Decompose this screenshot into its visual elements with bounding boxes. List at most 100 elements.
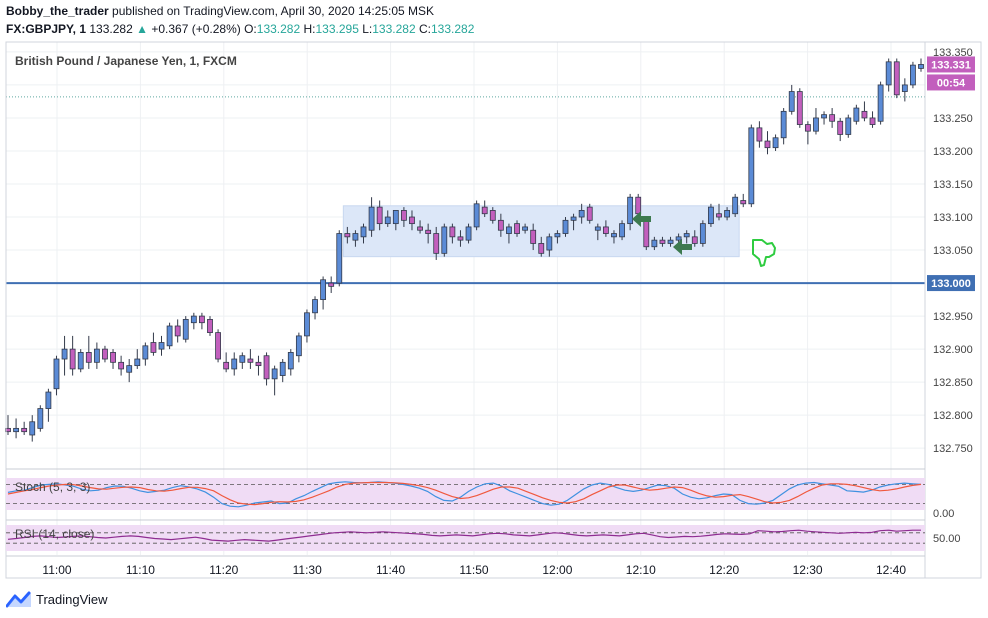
candle-body (279, 361, 286, 376)
candle-body (312, 299, 318, 314)
high-label: H: (303, 22, 316, 36)
candle-body (659, 239, 666, 244)
candle-body (134, 358, 141, 367)
candle-body (77, 352, 84, 370)
rsi-pane[interactable] (6, 525, 925, 551)
candle-body (861, 110, 868, 119)
up-triangle-icon: ▲ (136, 22, 148, 36)
author-name[interactable]: Bobby_the_trader (6, 4, 109, 18)
price-tick-label: 132.900 (933, 344, 973, 356)
price-tick-label: 132.800 (933, 410, 973, 422)
stoch-pane[interactable] (6, 478, 925, 510)
publish-info: Bobby_the_trader published on TradingVie… (6, 4, 434, 18)
candle-body (392, 210, 399, 225)
candle-body (554, 233, 561, 238)
candle-body (740, 200, 747, 205)
candle-body (328, 282, 335, 287)
candle-body (360, 226, 367, 238)
candle-body (683, 233, 690, 238)
footer-brand[interactable]: TradingView (6, 590, 108, 608)
time-tick-label: 12:30 (793, 563, 823, 577)
candle-body (780, 110, 787, 139)
candle-body (716, 213, 722, 218)
high-value: 133.295 (315, 22, 359, 36)
candle-body (643, 219, 650, 248)
brand-label: TradingView (36, 591, 108, 607)
time-tick-label: 11:30 (293, 563, 322, 577)
candle-body (530, 229, 537, 244)
candle-body (901, 84, 908, 92)
candle-body (562, 219, 569, 234)
last-price-label: 133.331 (931, 59, 971, 71)
candle-body (651, 239, 658, 248)
candle-body (29, 421, 36, 436)
candle-body (417, 226, 423, 231)
candle-body (21, 427, 28, 433)
candle-body (441, 226, 448, 254)
candle-body (837, 120, 844, 135)
low-label: L: (362, 22, 373, 36)
candle-body (877, 84, 884, 122)
time-tick-label: 11:20 (209, 563, 238, 577)
candle-body (546, 236, 553, 251)
candle-body (5, 427, 11, 433)
arrow-left-icon (632, 211, 651, 227)
level-price-label: 133.000 (931, 278, 971, 290)
stoch-title: Stoch (5, 3, 3) (15, 480, 90, 494)
candles (5, 58, 924, 442)
candle-body (336, 233, 343, 284)
candle-body (255, 361, 262, 367)
price-tick-label: 133.200 (933, 146, 973, 158)
symbol-label[interactable]: FX:GBPJPY, 1 (6, 22, 87, 36)
candle-body (497, 219, 504, 231)
candle-body (400, 210, 407, 221)
candle-body (910, 64, 916, 86)
candle-body (796, 91, 803, 125)
time-tick-label: 12:00 (542, 563, 572, 577)
publish-text: published on TradingView.com, April 30, … (112, 4, 435, 18)
candle-body (344, 233, 351, 238)
candle-body (409, 216, 415, 225)
candle-body (425, 229, 432, 234)
price-tick-label: 133.100 (933, 212, 973, 224)
tradingview-logo-icon (6, 591, 31, 608)
price-tick-label: 133.050 (933, 245, 973, 257)
candle-body (142, 345, 149, 360)
candle-body (675, 236, 682, 241)
candle-body (813, 117, 819, 132)
candle-body (918, 64, 924, 69)
price-tick-label: 133.250 (933, 113, 973, 125)
candle-body (150, 342, 157, 353)
candle-body (158, 342, 165, 350)
candle-body (231, 358, 238, 370)
candle-body (287, 352, 294, 370)
candle-body (522, 226, 529, 231)
candle-body (207, 318, 213, 334)
outer-border (5, 41, 982, 579)
candle-body (804, 124, 811, 132)
chart-frame (5, 41, 982, 579)
candle-body (384, 216, 391, 225)
candle-body (85, 352, 92, 363)
price-axis[interactable]: 132.750 132.800 132.850 132.900 132.950 133.0… (927, 47, 975, 545)
candle-body (45, 391, 52, 409)
candle-body (764, 140, 771, 149)
candle-body (724, 210, 730, 218)
price-tick-label: 133.350 (933, 47, 973, 59)
candle-body (215, 332, 221, 360)
thumbs-down-icon (752, 239, 776, 267)
pane-band-fill (6, 525, 925, 551)
candle-body (514, 223, 520, 234)
open-value: 133.282 (256, 22, 301, 36)
time-axis[interactable]: 11:00 11:10 11:20 11:30 11:40 11:50 12:00 12:10… (42, 563, 906, 577)
candle-body (869, 117, 876, 125)
candle-body (594, 226, 601, 231)
candle-body (627, 196, 634, 225)
candle-body (13, 427, 19, 433)
candle-body (619, 223, 625, 238)
rsi-title: RSI (14, close) (15, 527, 94, 541)
time-tick-label: 12:20 (709, 563, 739, 577)
candle-body (263, 355, 270, 380)
candle-body (893, 61, 900, 96)
